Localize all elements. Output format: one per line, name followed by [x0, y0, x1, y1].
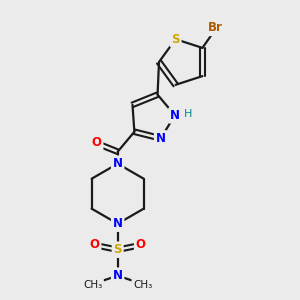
- Text: N: N: [170, 109, 180, 122]
- Text: N: N: [113, 157, 123, 170]
- Text: O: O: [90, 238, 100, 251]
- Text: S: S: [171, 33, 180, 46]
- Text: O: O: [136, 238, 146, 251]
- Text: O: O: [92, 136, 102, 149]
- Text: N: N: [113, 269, 123, 282]
- Text: CH₃: CH₃: [83, 280, 102, 290]
- Text: N: N: [156, 132, 166, 145]
- Text: N: N: [113, 217, 123, 230]
- Text: H: H: [184, 110, 192, 119]
- Text: Br: Br: [208, 21, 223, 34]
- Text: CH₃: CH₃: [133, 280, 152, 290]
- Text: S: S: [113, 243, 122, 256]
